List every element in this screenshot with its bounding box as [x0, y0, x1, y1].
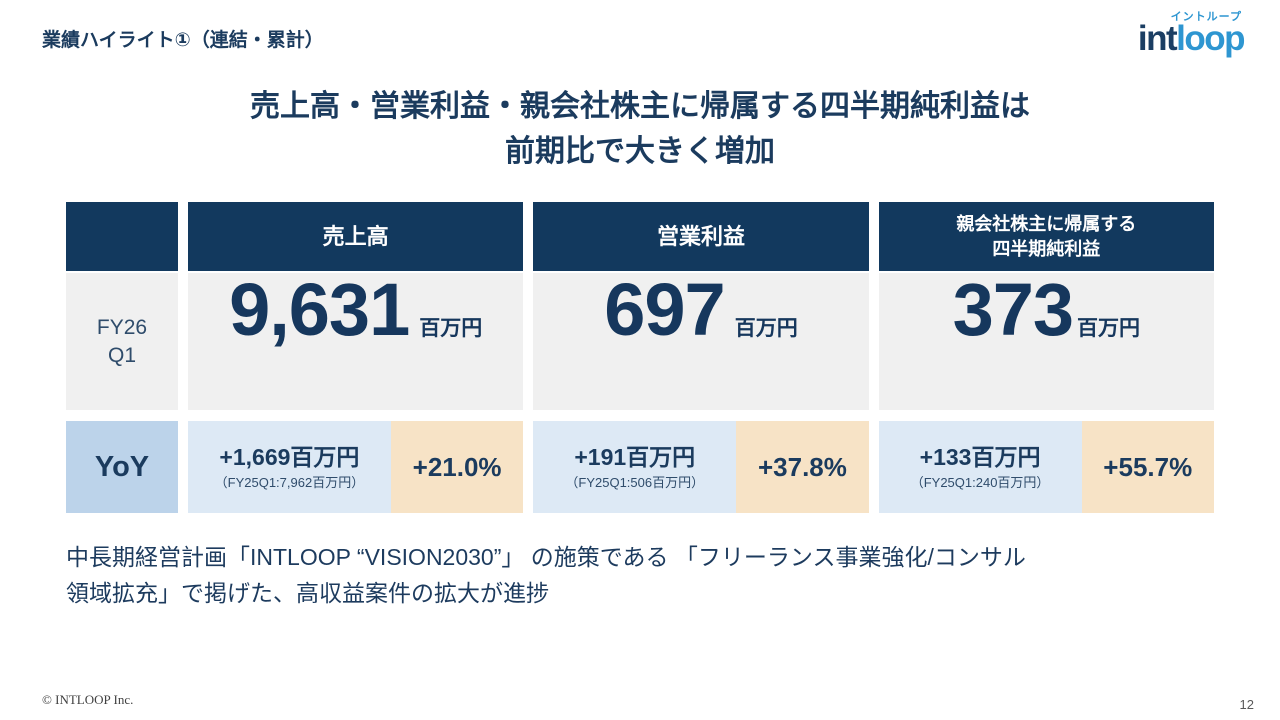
table-header-row: 売上高 営業利益 親会社株主に帰属する 四半期純利益 — [66, 202, 1214, 271]
yoy-operating-profit-value-cell: +191百万円 （FY25Q1:506百万円） — [533, 421, 737, 513]
logo-wordmark-loop: loop — [1176, 19, 1245, 58]
column-header-operating-profit-label: 営業利益 — [656, 223, 745, 249]
yoy-net-income-prev: （FY25Q1:240百万円） — [910, 474, 1050, 490]
yoy-sales-value-cell: +1,669百万円 （FY25Q1:7,962百万円） — [188, 421, 391, 513]
yoy-operating-profit-prev: （FY25Q1:506百万円） — [565, 474, 705, 490]
headline: 売上高・営業利益・親会社株主に帰属する四半期純利益は 前期比で大きく増加 — [0, 84, 1280, 174]
net-income-unit: 百万円 — [1077, 317, 1141, 340]
yoy-net-income-value-cell: +133百万円 （FY25Q1:240百万円） — [878, 421, 1082, 513]
yoy-cell-net-income: +133百万円 （FY25Q1:240百万円） +55.7% — [878, 421, 1214, 513]
table-yoy-row: YoY +1,669百万円 （FY25Q1:7,962百万円） +21.0% +… — [66, 421, 1214, 513]
table-corner-cell — [66, 202, 178, 271]
column-header-operating-profit: 営業利益 — [533, 202, 869, 271]
yoy-sales-prev: （FY25Q1:7,962百万円） — [214, 474, 365, 490]
row-label-yoy: YoY — [66, 421, 178, 513]
yoy-sales-percent: +21.0% — [390, 421, 524, 513]
column-header-net-income: 親会社株主に帰属する 四半期純利益 — [878, 202, 1214, 271]
column-header-net-income-line1: 親会社株主に帰属する — [956, 214, 1137, 235]
copyright-text: © INTLOOP Inc. — [42, 692, 134, 707]
summary-note-line2: 領域拡充」で掲げた、高収益案件の拡大が進捗 — [66, 579, 549, 606]
logo-kana-text: イントループ — [1170, 11, 1242, 23]
column-header-sales-label: 売上高 — [322, 223, 389, 249]
operating-profit-value: 697 — [604, 268, 725, 351]
highlights-table: 売上高 営業利益 親会社株主に帰属する 四半期純利益 FY26 Q1 9,631… — [66, 202, 1214, 513]
headline-line-2: 前期比で大きく増加 — [505, 135, 775, 168]
value-cell-sales: 9,631 百万円 — [188, 268, 524, 410]
sales-value: 9,631 — [229, 268, 410, 351]
column-header-net-income-line2: 四半期純利益 — [992, 238, 1101, 259]
summary-note: 中長期経営計画「INTLOOP “VISION2030”」 の施策である 「フリ… — [66, 540, 1226, 611]
page-title: 業績ハイライト①（連結・累計） — [42, 30, 324, 51]
summary-note-line1: 中長期経営計画「INTLOOP “VISION2030”」 の施策である 「フリ… — [66, 544, 1026, 570]
table-value-row: FY26 Q1 9,631 百万円 697 百万円 373 百万円 — [66, 273, 1214, 410]
logo-wordmark: intloop — [1137, 19, 1246, 59]
row-label-fy26q1: FY26 Q1 — [66, 273, 178, 410]
row-label-quarter: Q1 — [107, 343, 136, 367]
yoy-net-income-delta: +133百万円 — [919, 444, 1041, 471]
logo-wordmark-int: int — [1137, 19, 1178, 58]
headline-line-1: 売上高・営業利益・親会社株主に帰属する四半期純利益は — [250, 90, 1030, 123]
yoy-cell-sales: +1,669百万円 （FY25Q1:7,962百万円） +21.0% — [188, 421, 524, 513]
value-cell-net-income: 373 百万円 — [878, 268, 1214, 410]
page-number: 12 — [1239, 697, 1254, 712]
value-cell-operating-profit: 697 百万円 — [533, 268, 869, 410]
net-income-value: 373 — [952, 268, 1074, 351]
row-label-fy: FY26 — [96, 316, 148, 340]
operating-profit-unit: 百万円 — [734, 317, 798, 340]
column-header-sales: 売上高 — [188, 202, 524, 271]
yoy-sales-delta: +1,669百万円 — [219, 444, 360, 471]
yoy-cell-operating-profit: +191百万円 （FY25Q1:506百万円） +37.8% — [533, 421, 869, 513]
sales-unit: 百万円 — [419, 317, 483, 340]
yoy-operating-profit-delta: +191百万円 — [574, 444, 696, 471]
intloop-logo: イントループ intloop — [1137, 8, 1246, 59]
yoy-net-income-percent: +55.7% — [1081, 421, 1214, 513]
yoy-operating-profit-percent: +37.8% — [736, 421, 869, 513]
